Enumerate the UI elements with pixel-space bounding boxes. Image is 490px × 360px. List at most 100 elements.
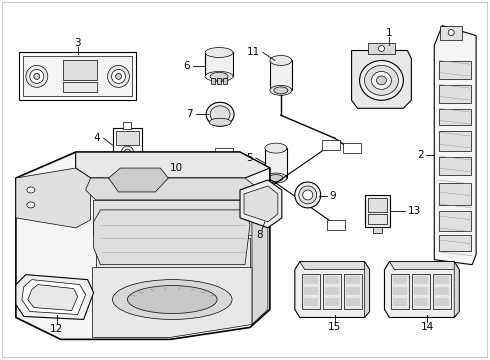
Ellipse shape [205,48,233,58]
Polygon shape [22,280,86,315]
Bar [439,235,471,251]
Bar [63,60,97,80]
Bar [372,227,383,233]
Ellipse shape [303,190,313,200]
Polygon shape [244,186,278,222]
Bar [439,62,471,80]
Bar [439,131,471,151]
Polygon shape [86,178,260,200]
Ellipse shape [360,60,403,100]
Ellipse shape [199,156,203,159]
Ellipse shape [270,85,292,95]
Bar [393,276,407,284]
Text: 7: 7 [187,109,193,119]
Bar [304,287,318,294]
Ellipse shape [225,156,229,159]
Bar [345,276,360,284]
Ellipse shape [448,30,454,36]
Bar [217,78,221,84]
Bar [302,274,319,309]
Bar [215,148,233,158]
Bar [123,122,131,129]
Ellipse shape [299,186,317,204]
Bar [435,298,449,306]
Ellipse shape [124,149,130,155]
Bar [368,214,388,224]
Ellipse shape [206,102,234,126]
Bar [323,274,341,309]
Bar [368,198,388,212]
Text: 14: 14 [421,323,434,332]
Ellipse shape [274,87,288,94]
Bar [365,195,391,227]
Ellipse shape [265,143,287,153]
Ellipse shape [122,146,133,158]
Polygon shape [295,262,369,318]
Bar [325,276,339,284]
Bar [223,78,227,84]
Polygon shape [252,195,268,324]
Polygon shape [365,262,369,318]
Bar [440,26,462,40]
Ellipse shape [365,66,398,95]
Text: 4: 4 [94,133,100,143]
Polygon shape [16,275,94,319]
Ellipse shape [30,69,44,84]
Ellipse shape [194,166,198,170]
Bar [439,183,471,205]
Polygon shape [94,210,250,265]
Bar [23,57,132,96]
Ellipse shape [127,285,217,314]
Ellipse shape [212,151,216,155]
Bar [219,216,237,226]
Bar [435,287,449,294]
Bar [322,140,340,150]
Bar [343,143,361,153]
Ellipse shape [107,66,129,87]
Bar [415,298,428,306]
Polygon shape [434,26,476,265]
Bar [63,82,97,92]
Bar [393,287,407,294]
Bar [345,287,360,294]
Text: 8: 8 [257,230,263,240]
Bar [439,211,471,231]
Ellipse shape [210,72,228,80]
Text: 5: 5 [246,153,253,163]
Bar [325,298,339,306]
Ellipse shape [270,55,292,66]
Ellipse shape [196,152,232,184]
Bar [433,274,451,309]
Polygon shape [240,180,282,228]
Ellipse shape [207,162,221,174]
Ellipse shape [269,175,283,181]
Bar [270,60,292,90]
Text: 10: 10 [170,163,183,173]
Bar [343,274,362,309]
Ellipse shape [27,187,35,193]
Polygon shape [16,168,91,228]
Polygon shape [390,262,459,270]
Ellipse shape [201,157,227,179]
Bar [392,274,409,309]
Text: 2: 2 [417,150,424,160]
Polygon shape [300,262,369,270]
Bar [265,148,287,178]
Ellipse shape [112,69,125,84]
Polygon shape [75,152,270,178]
Ellipse shape [205,71,233,81]
Polygon shape [352,50,412,108]
Polygon shape [385,262,459,318]
Polygon shape [108,168,168,192]
Polygon shape [93,268,252,337]
Ellipse shape [371,71,392,89]
Polygon shape [454,262,459,318]
Ellipse shape [210,106,230,123]
Ellipse shape [376,76,387,85]
Ellipse shape [113,280,232,319]
Ellipse shape [26,66,48,87]
Bar [435,276,449,284]
Text: 6: 6 [184,62,190,71]
Ellipse shape [116,73,122,80]
Bar [393,298,407,306]
